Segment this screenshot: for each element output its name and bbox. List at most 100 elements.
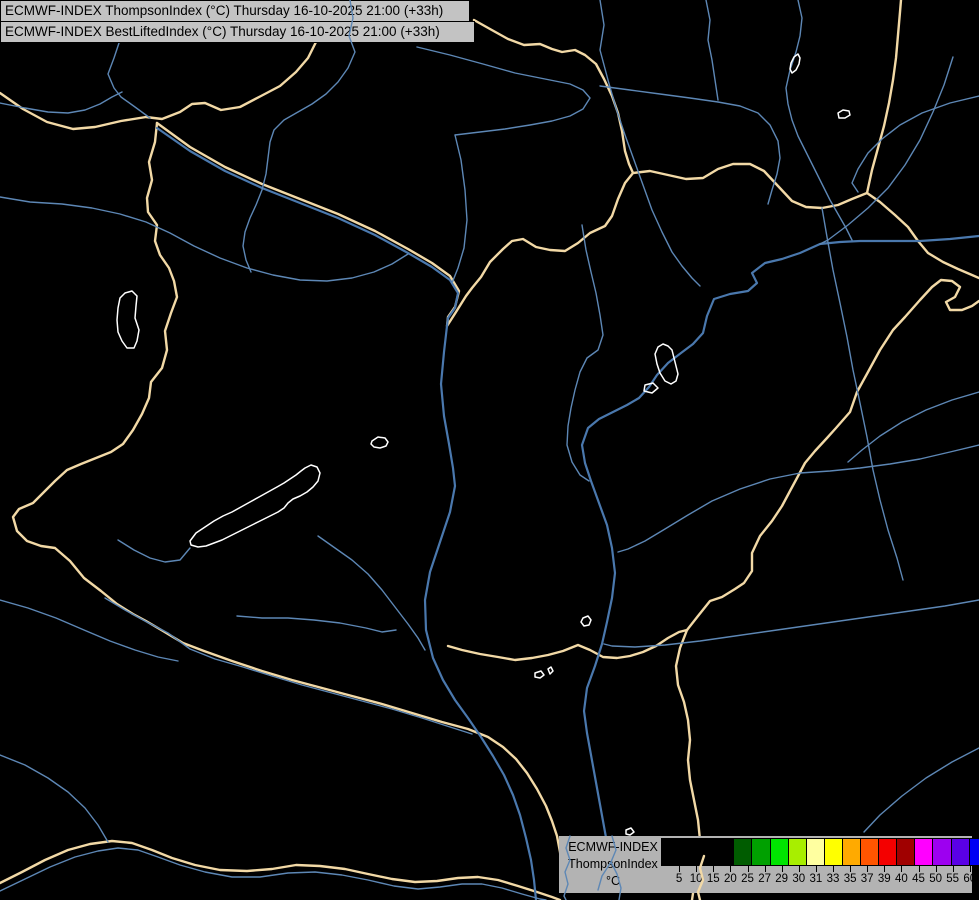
legend-unit: °C [605, 874, 621, 888]
small-lake-s-2 [534, 670, 545, 679]
raba-river [0, 196, 409, 282]
tick-mark [747, 866, 749, 872]
tick-label: 55 [946, 873, 960, 885]
title-bar-thompson-index: ECMWF-INDEX ThompsonIndex (°C) Thursday … [0, 0, 470, 22]
river-north-stub [705, 0, 719, 101]
tick-label: 30 [792, 873, 806, 885]
color-scale-box [769, 838, 789, 866]
tick-mark [884, 866, 886, 872]
mura-river [0, 599, 179, 662]
border-hungary-serbia [446, 628, 689, 662]
tick-mark [850, 866, 852, 872]
tick-label: 33 [826, 873, 840, 885]
small-lake-ne-2 [837, 109, 851, 119]
tick-mark [713, 866, 715, 872]
zala-river [117, 539, 191, 563]
tick-mark [781, 866, 783, 872]
szamos-river [821, 207, 904, 581]
tick-label: 60 [963, 873, 977, 885]
color-scale-box [878, 838, 898, 866]
tick-label: 37 [860, 873, 874, 885]
color-scale-box [932, 838, 952, 866]
tick-label: 39 [877, 873, 891, 885]
lake-neusiedl [116, 290, 140, 349]
border-hungary-romania [685, 278, 979, 632]
border-austria-slovenia-hungary [11, 121, 564, 872]
vah-river [416, 46, 591, 136]
color-scale-box [914, 838, 934, 866]
border-slovakia-ukraine [865, 0, 903, 195]
hron-river [599, 85, 781, 205]
color-scale-box [896, 838, 916, 866]
lake-tisza [654, 343, 679, 385]
small-lake-ne-1 [789, 53, 801, 74]
color-scale-box [950, 838, 970, 866]
color-scale-box [841, 838, 862, 866]
color-scale-box [661, 838, 681, 866]
sajo-river [599, 0, 701, 287]
tick-mark [696, 866, 698, 872]
tick-mark [901, 866, 903, 872]
bodrog-river [785, 0, 853, 241]
koros-branch [847, 391, 979, 463]
tick-label: 29 [775, 873, 789, 885]
tick-label: 50 [929, 873, 942, 885]
tick-mark [867, 866, 869, 872]
color-scale-box [787, 838, 807, 866]
tisza-river [580, 234, 979, 865]
tick-mark [918, 866, 920, 872]
tick-label: 31 [809, 873, 823, 885]
color-scale-legend: ECMWF-INDEX ThompsonIndex °C 5 10 15 20 25 27… [559, 836, 979, 893]
color-scale-box [860, 838, 880, 866]
border-sava [0, 839, 562, 900]
little-danube-river [451, 134, 468, 284]
tick-label: 5 [675, 873, 683, 885]
tick-mark [952, 866, 954, 872]
river-se-corner [863, 747, 979, 833]
tick-mark [798, 866, 800, 872]
tick-label: 25 [741, 873, 754, 885]
tick-label: 40 [894, 873, 908, 885]
lake-balaton [189, 464, 321, 548]
tick-label: 35 [843, 873, 857, 885]
color-scale-box [697, 838, 717, 866]
color-scale-box [715, 838, 735, 866]
small-lake-s-4 [625, 827, 635, 836]
river-sw-tributary [0, 754, 109, 843]
drava-river [104, 597, 473, 735]
tick-label: 45 [912, 873, 925, 885]
small-lake-s-1 [580, 615, 592, 627]
border-slovakia-poland [472, 18, 635, 175]
color-scale-box [968, 838, 979, 866]
morava-river [107, 39, 151, 119]
zagyva-river [566, 224, 604, 482]
sava-river [0, 847, 547, 900]
tick-label: 20 [723, 873, 737, 885]
color-scale-box [805, 838, 825, 866]
tick-mark [764, 866, 766, 872]
kapos-river [236, 615, 397, 633]
river-ne-east [851, 95, 979, 193]
tick-label: 15 [706, 873, 720, 885]
legend-title: ECMWF-INDEX [568, 840, 658, 854]
upper-tisza-source [819, 56, 954, 245]
tick-mark [935, 866, 937, 872]
color-scale-box [733, 838, 753, 866]
maros-river [603, 599, 979, 648]
danube-river [155, 126, 538, 900]
color-scale-box [823, 838, 843, 866]
color-scale-bar [661, 838, 979, 866]
tick-mark [815, 866, 817, 872]
small-lake-s-3 [547, 666, 554, 675]
legend-subtitle: ThompsonIndex [568, 857, 658, 871]
border-slovakia-hungary [155, 121, 979, 328]
koros-river [617, 444, 979, 553]
sio-river [317, 535, 426, 651]
tick-mark [969, 866, 971, 872]
color-scale-box [751, 838, 771, 866]
river-nw-parallel [0, 91, 123, 114]
lake-velence [370, 436, 389, 449]
tick-mark [833, 866, 834, 872]
